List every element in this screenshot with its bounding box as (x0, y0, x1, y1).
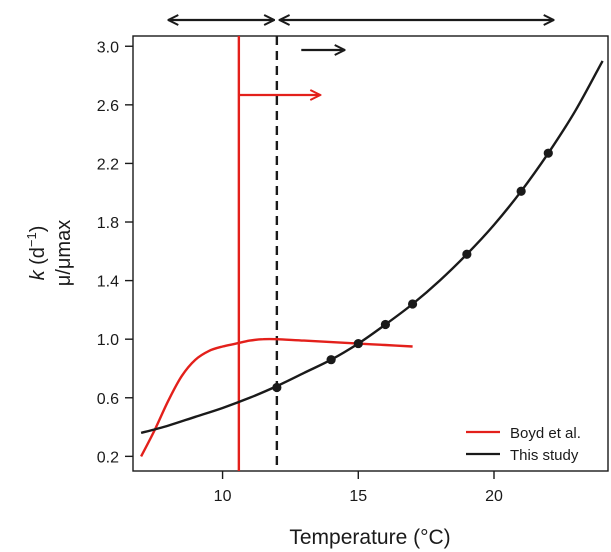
y-axis-title: k (d−1) μ/μmax (24, 220, 75, 286)
series-line-this-study (140, 60, 604, 435)
data-point (272, 382, 282, 393)
data-point (407, 299, 418, 309)
data-point (543, 148, 553, 158)
y-axis-title-unit: (d (27, 247, 49, 270)
x-axis: 10 15 20 (214, 471, 503, 505)
plot-frame (132, 35, 609, 472)
legend-label-boyd: Boyd et al. (510, 425, 581, 442)
y-axis-title-exponent: −1 (24, 232, 39, 247)
y-axis: 0.2 0.6 1.0 1.4 1.8 2.2 2.6 3.0 (97, 39, 133, 466)
reference-lines (237, 36, 279, 471)
data-point (462, 249, 472, 259)
series-layer (140, 60, 604, 457)
legend-label-this-study: This study (510, 447, 579, 464)
y-tick-label: 1.8 (97, 215, 119, 232)
data-point (326, 355, 336, 365)
svg-text:k (d−1): k (d−1) (24, 226, 49, 281)
y-tick-label: 0.2 (97, 449, 119, 466)
y-tick-label: 0.6 (97, 391, 119, 408)
data-point (380, 319, 391, 330)
y-tick-label: 3.0 (97, 39, 119, 56)
series-line-boyd (140, 337, 413, 457)
x-tick-label: 20 (485, 488, 503, 505)
y-tick-label: 2.6 (97, 98, 119, 115)
markers-layer (272, 148, 553, 393)
annotation-arrows (168, 20, 553, 95)
y-axis-title-symbol: k (27, 269, 49, 280)
y-tick-label: 1.4 (97, 274, 119, 291)
data-point (353, 338, 363, 349)
x-tick-label: 10 (214, 488, 232, 505)
data-point (516, 186, 526, 196)
legend: Boyd et al. This study (466, 425, 581, 464)
x-tick-label: 15 (349, 488, 367, 505)
y-tick-label: 2.2 (97, 156, 119, 173)
x-axis-title: Temperature (°C) (289, 526, 450, 549)
y-tick-label: 1.0 (97, 332, 119, 349)
y-axis-title-line2: μ/μmax (53, 220, 75, 286)
y-axis-title-close: ) (27, 226, 49, 233)
